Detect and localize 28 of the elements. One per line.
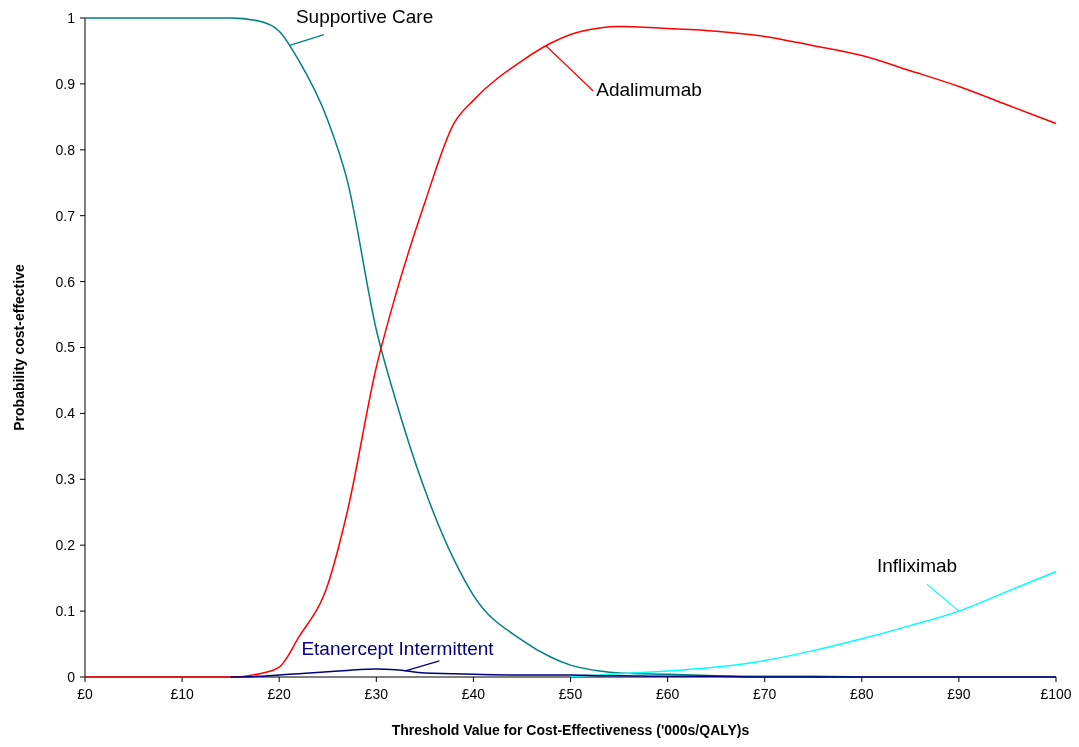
y-axis-title: Probability cost-effective [11,264,27,431]
series-label: Infliximab [876,555,958,577]
y-tick-label: 0.4 [55,405,76,422]
x-tick-label: £100 [1040,686,1072,702]
y-tick-label: 0.7 [55,207,76,224]
y-tick-label: 0.9 [55,75,76,92]
x-tick-label: £30 [364,686,389,702]
x-tick-label: £40 [461,686,486,702]
y-tick-label: 0.8 [55,141,76,158]
x-tick-label: £60 [655,686,680,702]
y-tick-label: 0 [67,668,76,685]
x-tick-label: £50 [558,686,583,702]
series-label: Etanercept Intermittent [301,637,495,659]
x-tick-label: £80 [850,686,874,702]
x-tick-label: £0 [77,686,93,702]
y-tick-label: 0.1 [55,603,76,619]
y-tick-label: 1 [67,9,76,26]
y-tick-label: 0.6 [55,273,76,290]
x-axis-title: Threshold Value for Cost-Effectiveness ('000s/QALY)s [391,722,750,738]
y-tick-label: 0.2 [55,537,76,554]
y-tick-label: 0.5 [55,339,76,356]
x-tick-label: £10 [170,686,194,702]
series-label: Supportive Care [295,5,434,27]
y-tick-label: 0.3 [55,471,76,488]
x-tick-label: £90 [947,686,971,702]
x-tick-label: £70 [753,686,777,702]
x-tick-label: £20 [267,686,292,702]
text: Adalimumab [596,79,702,101]
